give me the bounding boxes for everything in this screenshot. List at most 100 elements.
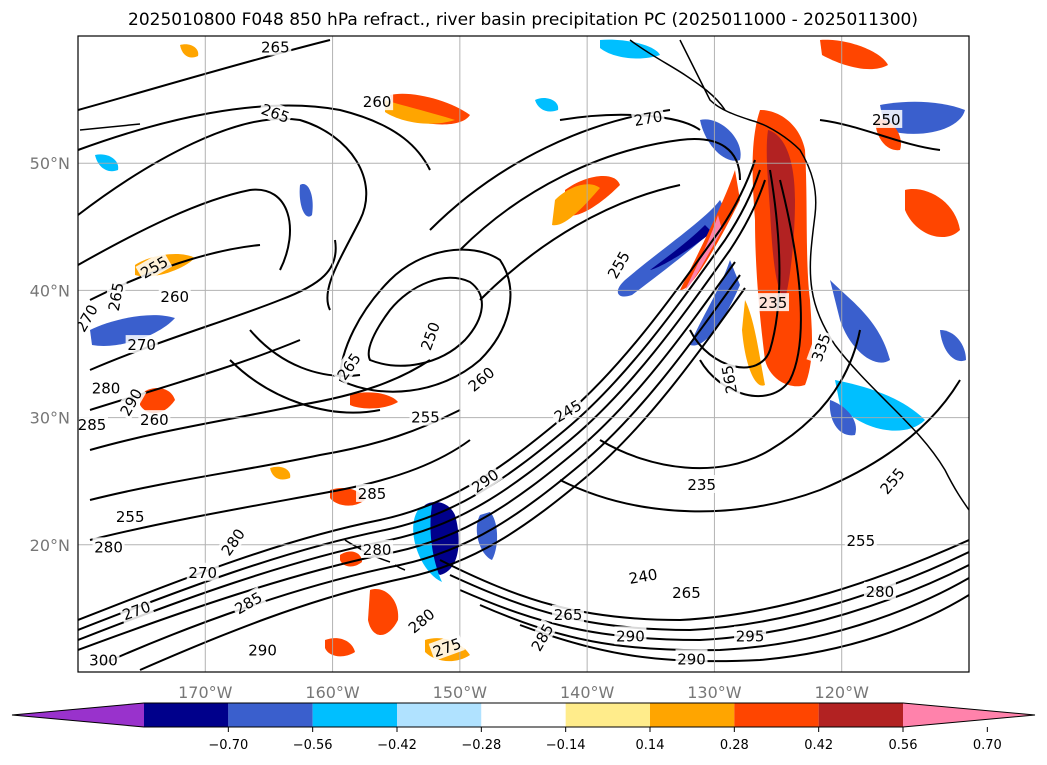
contour-jet (99, 274, 741, 666)
contour-label: 280 (90, 378, 123, 397)
shade-blue-misc5 (940, 330, 966, 362)
contour-label: 280 (863, 581, 896, 601)
contour-label-text: 300 (89, 652, 118, 670)
latitude-labels: 50°N 40°N 30°N 20°N (30, 154, 70, 555)
contour-label: 255 (409, 407, 442, 427)
contour-label-bg (415, 317, 444, 354)
lat-label: 40°N (30, 281, 70, 300)
contour-jet (78, 179, 766, 641)
gridlines (78, 36, 969, 672)
contour-label-bg (844, 530, 877, 549)
contour-east (599, 329, 861, 470)
contour-line (89, 409, 461, 501)
contour-label: 260 (138, 410, 171, 429)
contour-label-bg (675, 649, 708, 668)
contour-label-bg (625, 563, 661, 588)
contour-label-bg (114, 506, 147, 525)
shade-blue-misc1 (535, 98, 559, 112)
contour-label-bg (90, 378, 123, 397)
contour-label-bg (462, 361, 499, 396)
contour-label: 235 (685, 475, 718, 494)
contour-label-text: 255 (846, 532, 875, 550)
contour-label-text: 260 (160, 288, 189, 306)
contour-east (559, 379, 961, 513)
contour-label-bg (78, 415, 109, 434)
lon-label: 150°W (433, 683, 488, 702)
contour-label-bg (685, 475, 718, 494)
contour-label-text: 270 (633, 107, 664, 130)
contour-label-bg (229, 586, 267, 619)
shade-red-e1 (905, 189, 960, 238)
contour-label-text: 290 (677, 650, 706, 668)
contour-label-bg (602, 246, 634, 283)
contour-label-text: 240 (627, 565, 658, 588)
contour-label-text: 285 (358, 485, 387, 503)
shade-blue-misc3 (299, 184, 313, 217)
contour-label-text: 280 (94, 538, 123, 556)
contour-label: 265 (103, 279, 128, 314)
contour-label: 295 (734, 626, 767, 645)
contour-label-bg (734, 626, 767, 645)
shade-orange-nw (552, 184, 600, 226)
contour-line (78, 188, 291, 271)
colorbar-tick-label: −0.14 (546, 738, 586, 753)
shade-blue-mid (476, 512, 498, 560)
contour-label-bg (259, 37, 292, 56)
contour-label: 260 (158, 286, 191, 306)
shade-red-w1 (140, 388, 175, 414)
colorbar-tick-label: 0.28 (720, 738, 749, 753)
contour-label-bg (874, 462, 910, 499)
shade-red-ne (820, 39, 888, 70)
contour-north (479, 184, 681, 301)
contour-label-text: 265 (672, 584, 701, 602)
contour-label: 260 (361, 92, 394, 111)
contour-label: 265 (670, 583, 703, 602)
contour-label-bg (257, 98, 294, 127)
shade-blue-coast (830, 280, 890, 363)
colorbar-tick-label: 0.70 (973, 738, 1002, 753)
contour-label: 300 (87, 650, 120, 670)
colorbar: −0.70 −0.56 −0.42 −0.28 −0.14 0.14 0.28 0.42 0.5… (11, 702, 1036, 753)
lat-label: 50°N (30, 154, 70, 173)
contour-south (439, 539, 969, 622)
map-contents: 265 260 265 270 250 255 260 265 270 270 250 265 280 2… (78, 36, 969, 672)
lat-label: 30°N (30, 409, 70, 428)
contour-label-text: 270 (188, 564, 217, 582)
lon-label: 170°W (178, 683, 233, 702)
lat-label: 20°N (30, 536, 70, 555)
contour-jet (78, 169, 761, 631)
contour-label-bg (87, 650, 120, 669)
colorbar-extend-low (12, 703, 144, 727)
colorbar-tick-label: −0.56 (293, 738, 333, 753)
contour-label: 270 (125, 335, 158, 354)
contour-label: 285 (78, 415, 109, 434)
contour-label-text: 270 (127, 336, 156, 354)
colorbar-tick-label: 0.42 (804, 738, 833, 753)
contour-label-bg (92, 537, 125, 556)
colorbar-segment (144, 703, 229, 727)
colorbar-extend-high (903, 703, 1035, 727)
contour-central (229, 359, 381, 414)
colorbar-tick-label: 0.56 (889, 738, 918, 753)
contour-layer (78, 39, 969, 671)
lon-label: 130°W (687, 683, 742, 702)
shade-blue-jet-inner (650, 225, 712, 270)
shade-orange-misc2 (270, 466, 291, 480)
shade-orange-n (385, 100, 455, 124)
contour-label-bg (756, 293, 789, 312)
contour-label-text: 265 (554, 606, 583, 624)
contour-label-bg (525, 618, 558, 656)
contour-label: 265 (552, 604, 585, 624)
contour-label: 250 (415, 317, 444, 354)
contour-label-bg (118, 596, 155, 624)
contour-central (338, 248, 512, 393)
coastline-aleutian (79, 123, 141, 131)
shade-red-jet (680, 170, 740, 291)
contour-label-text: 280 (363, 541, 392, 559)
contour-label-bg (428, 632, 465, 661)
colorbar-tick-label: 0.14 (636, 738, 665, 753)
contour-label-bg (331, 347, 365, 385)
contour-label-text: 265 (261, 38, 290, 56)
longitude-labels: 170°W 160°W 150°W 140°W 130°W 120°W (178, 683, 869, 702)
